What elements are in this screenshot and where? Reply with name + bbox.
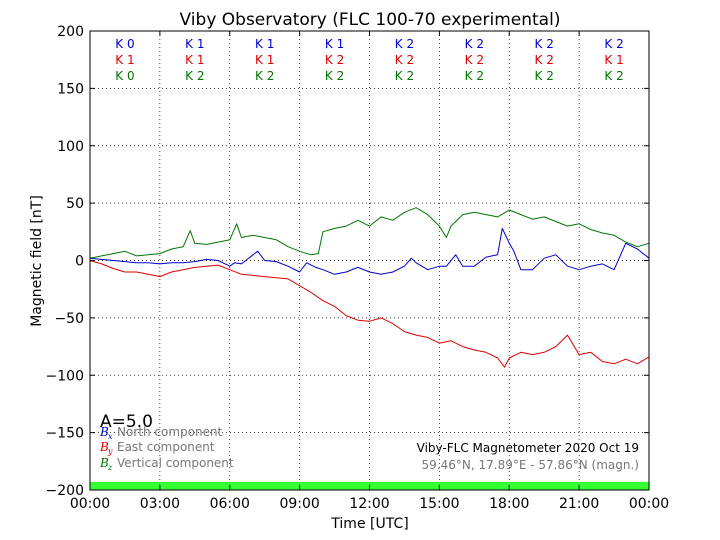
y-tick-label: 200 xyxy=(57,24,84,40)
k-index-label: K 1 xyxy=(115,53,134,67)
series-line-by xyxy=(89,260,650,368)
y-tick-label: −100 xyxy=(46,368,84,384)
legend-symbol: B xyxy=(99,440,109,454)
k-index-label: K 2 xyxy=(325,69,344,83)
k-index-label: K 2 xyxy=(465,69,484,83)
k-index-label: K 1 xyxy=(255,37,274,51)
k-index-label: K 2 xyxy=(395,69,414,83)
k-index-label: K 2 xyxy=(465,37,484,51)
k-index-label: K 2 xyxy=(465,53,484,67)
k-index-label: K 1 xyxy=(185,37,204,51)
k-index-label: K 2 xyxy=(395,37,414,51)
k-index-label: K 2 xyxy=(185,69,204,83)
x-tick-label: 12:00 xyxy=(349,496,389,512)
k-index-label: K 1 xyxy=(604,53,623,67)
station-label: Viby-FLC Magnetometer 2020 Oct 19 xyxy=(417,441,639,455)
y-tick-label: 150 xyxy=(57,81,84,97)
legend-symbol: B xyxy=(99,456,109,470)
legend-label: East component xyxy=(117,440,215,454)
k-index-label: K 2 xyxy=(535,53,554,67)
legend-symbol: B xyxy=(99,425,109,439)
x-tick-label: 09:00 xyxy=(279,496,319,512)
k-index-label: K 1 xyxy=(255,53,274,67)
axis-ticks: 00:00 03:00 06:00 09:00 12:00 15:00 18:00 21:00… xyxy=(46,24,670,512)
x-tick-label: 15:00 xyxy=(419,496,459,512)
k-index-label: K 2 xyxy=(604,37,623,51)
k-index-label: K 2 xyxy=(604,69,623,83)
coordinates-label: 59.46°N, 17.89°E - 57.86°N (magn.) xyxy=(422,458,639,472)
y-tick-label: −150 xyxy=(46,426,84,442)
k-index-label: K 0 xyxy=(115,37,134,51)
series-line-bx xyxy=(89,227,650,275)
k-index-labels: K 0 K 1 K 1 K 1 K 2 K 2 K 2 K 2 K 1 K 1 K 1 K 2 K 2 K… xyxy=(115,37,623,83)
y-axis-label: Magnetic field [nT] xyxy=(29,195,45,327)
k-index-label: K 2 xyxy=(325,53,344,67)
legend-label: North component xyxy=(117,425,223,439)
y-tick-label: 50 xyxy=(66,196,84,212)
legend-label: Vertical component xyxy=(117,456,234,470)
k-index-label: K 0 xyxy=(115,69,134,83)
k-index-label: K 1 xyxy=(325,37,344,51)
chart-title: Viby Observatory (FLC 100-70 experimenta… xyxy=(180,10,561,30)
k-index-label: K 2 xyxy=(255,69,274,83)
x-axis-label: Time [UTC] xyxy=(330,516,408,532)
legend-subscript: y xyxy=(107,447,113,456)
a-index-label: A=5.0 xyxy=(100,412,153,432)
y-tick-label: 0 xyxy=(75,254,84,270)
x-tick-label: 00:00 xyxy=(70,496,110,512)
x-tick-label: 06:00 xyxy=(210,496,250,512)
series-line-bz xyxy=(89,207,650,259)
x-tick-label: 21:00 xyxy=(559,496,599,512)
y-tick-label: −50 xyxy=(54,311,84,327)
k-index-label: K 1 xyxy=(185,53,204,67)
x-tick-label: 03:00 xyxy=(140,496,180,512)
k-index-label: K 2 xyxy=(395,53,414,67)
k-index-label: K 2 xyxy=(535,37,554,51)
y-tick-label: 100 xyxy=(57,139,84,155)
k-index-label: K 2 xyxy=(535,69,554,83)
legend-subscript: x xyxy=(108,432,113,441)
x-tick-label: 18:00 xyxy=(489,496,529,512)
x-tick-label: 00:00 xyxy=(629,496,669,512)
legend-subscript: z xyxy=(107,463,113,472)
y-tick-label: −200 xyxy=(46,483,84,499)
series-lines xyxy=(89,207,650,368)
